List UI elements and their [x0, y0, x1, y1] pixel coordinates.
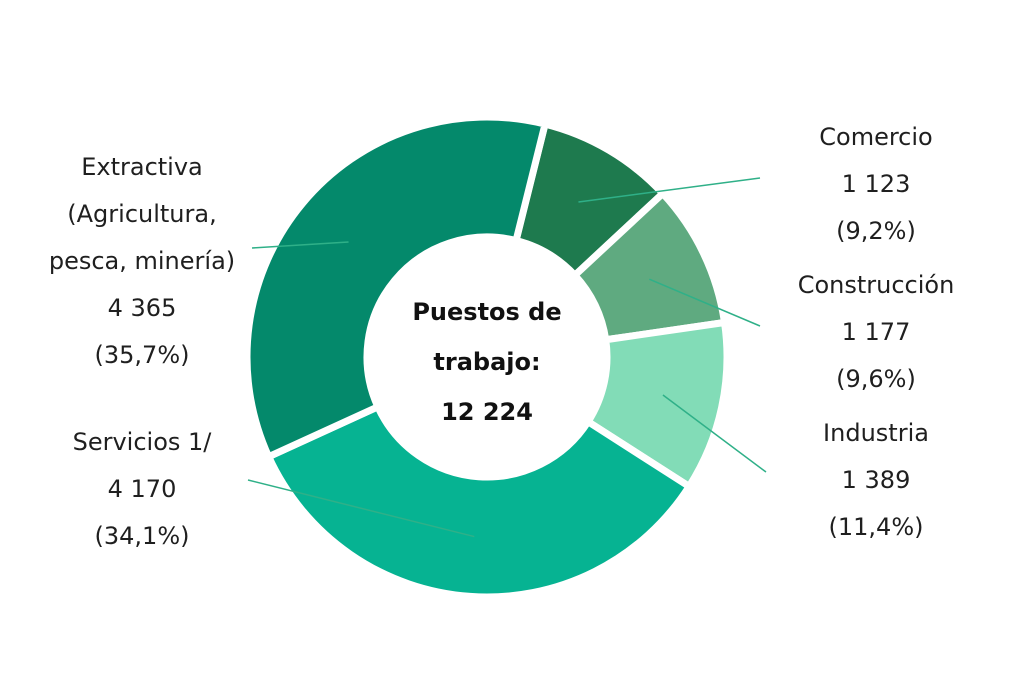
slice-percent-servicios: (34,1%)	[94, 522, 190, 550]
slice-percent-construccion: (9,6%)	[836, 365, 916, 393]
center-total: 12 224	[441, 398, 533, 426]
slice-name-extractiva-line-2: (Agricultura,	[67, 200, 217, 228]
slice-label-industria: Industria 1 389 (11,4%)	[776, 410, 976, 551]
slice-value-construccion: 1 177	[841, 318, 911, 346]
slice-label-servicios: Servicios 1/ 4 170 (34,1%)	[42, 419, 242, 560]
leader-line-extractiva	[251, 241, 349, 249]
slice-percent-industria: (11,4%)	[828, 513, 924, 541]
slice-value-industria: 1 389	[841, 466, 911, 494]
center-label-line-2: trabajo:	[433, 348, 541, 376]
slice-name-industria: Industria	[823, 419, 929, 447]
slice-name-servicios: Servicios 1/	[72, 428, 212, 456]
slice-percent-comercio: (9,2%)	[836, 217, 916, 245]
slice-name-comercio: Comercio	[819, 123, 933, 151]
slice-extractiva	[243, 113, 550, 462]
slice-name-construccion: Construcción	[797, 271, 955, 299]
slice-value-extractiva: 4 365	[107, 294, 177, 322]
slice-label-comercio: Comercio 1 123 (9,2%)	[776, 114, 976, 255]
slice-name-extractiva-line-3: pesca, minería)	[48, 247, 236, 275]
center-label: Puestos de trabajo: 12 224	[397, 287, 577, 437]
center-label-line-1: Puestos de	[412, 298, 562, 326]
leader-line-servicios	[247, 479, 475, 538]
slice-label-construccion: Construcción 1 177 (9,6%)	[776, 262, 976, 403]
slice-value-servicios: 4 170	[107, 475, 177, 503]
slice-name-extractiva-line-1: Extractiva	[81, 153, 203, 181]
donut-hole	[367, 237, 607, 477]
slice-label-extractiva: Extractiva (Agricultura, pesca, minería)…	[22, 144, 262, 379]
leader-line-comercio	[578, 177, 761, 203]
leader-line-industria	[662, 394, 767, 473]
leader-line-construccion	[649, 278, 761, 327]
slice-percent-extractiva: (35,7%)	[94, 341, 190, 369]
slice-value-comercio: 1 123	[841, 170, 911, 198]
